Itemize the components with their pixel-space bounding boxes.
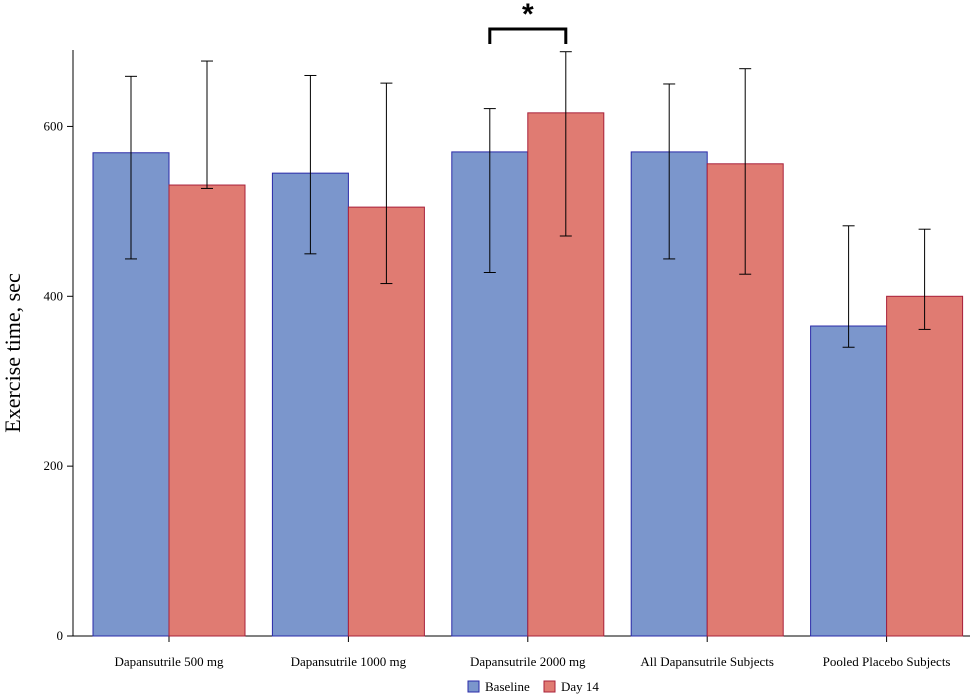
error-bars: [125, 51, 931, 348]
bar: [810, 325, 888, 637]
legend: Baseline Day 14: [467, 679, 599, 694]
axes: 0 200 400 600 Exercise time, sec Dapansutrile…: [0, 50, 970, 669]
bars: [92, 112, 964, 637]
legend-swatch: [543, 680, 556, 693]
x-tick-label: Pooled Placebo Subjects: [823, 654, 951, 669]
x-tick-label: All Dapansutrile Subjects: [640, 654, 774, 669]
significance-star: *: [522, 0, 534, 31]
y-tick-label: 600: [44, 118, 64, 133]
significance-bracket: [488, 27, 568, 44]
bar: [886, 295, 964, 637]
x-tick-label: Dapansutrile 1000 mg: [291, 654, 407, 669]
x-tick-label: Dapansutrile 2000 mg: [470, 654, 586, 669]
bar: [168, 184, 246, 637]
y-tick-label: 400: [44, 288, 64, 303]
legend-swatch: [467, 680, 480, 693]
x-tick-label: Dapansutrile 500 mg: [114, 654, 224, 669]
y-tick-label: 0: [57, 628, 64, 643]
y-tick-label: 200: [44, 458, 64, 473]
y-axis-title: Exercise time, sec: [0, 273, 25, 433]
legend-label: Baseline: [485, 679, 530, 694]
significance-annotation: *: [488, 0, 568, 44]
legend-label: Day 14: [561, 679, 599, 694]
